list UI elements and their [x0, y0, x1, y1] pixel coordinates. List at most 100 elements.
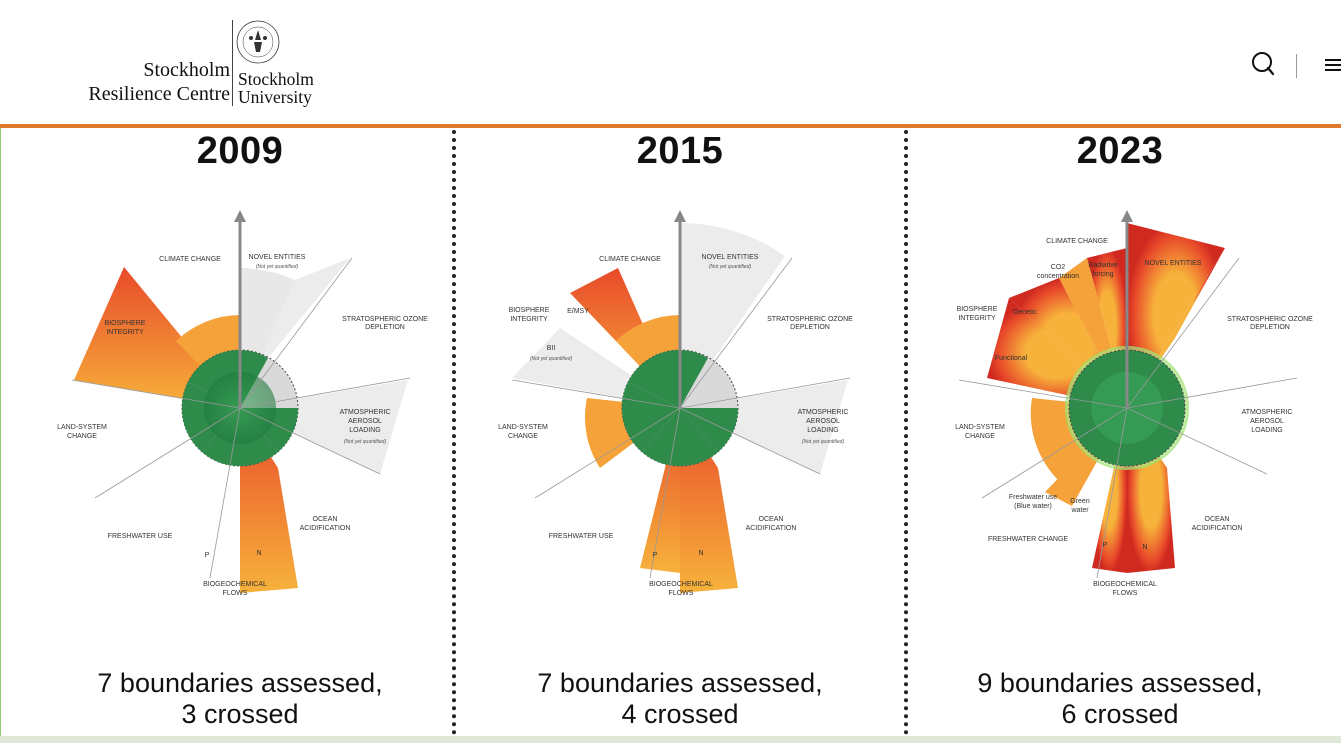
- label-ocean: OCEAN: [1205, 516, 1230, 523]
- caption-line1: 9 boundaries assessed,: [977, 668, 1263, 698]
- label-biosphere: BIOSPHERE: [509, 307, 550, 314]
- panel-2023: 2023: [905, 128, 1335, 740]
- panel-year: 2009: [196, 130, 284, 172]
- label-aerosol-3: LOADING: [349, 427, 381, 434]
- label-emsy: E/MSY: [567, 308, 589, 315]
- label-land-2: CHANGE: [67, 433, 97, 440]
- label-radiative-2: forcing: [1092, 271, 1113, 278]
- label-freshwater: FRESHWATER USE: [108, 533, 173, 540]
- caption-line2: 6 crossed: [1061, 699, 1179, 729]
- label-p: P: [653, 552, 658, 559]
- label-ozone-2: DEPLETION: [365, 324, 405, 331]
- label-novel-note: (Not yet quantified): [709, 264, 752, 270]
- label-functional: Functional: [995, 355, 1028, 362]
- label-aerosol: ATMOSPHERIC: [798, 409, 849, 416]
- label-greenwater-2: water: [1070, 507, 1089, 514]
- label-aerosol-3: LOADING: [807, 427, 839, 434]
- panel-caption: 7 boundaries assessed, 4 crossed: [465, 668, 895, 730]
- bottom-scroll-bar[interactable]: [0, 736, 1341, 743]
- label-greenwater: Green: [1070, 498, 1090, 505]
- label-climate: CLIMATE CHANGE: [159, 256, 221, 263]
- label-biosphere-2: INTEGRITY: [958, 315, 996, 322]
- boundaries-comparison: 2009: [0, 128, 1341, 740]
- university-name: Stockholm University: [238, 70, 314, 106]
- site-header: Stockholm Resilience Centre Stockholm Un…: [0, 0, 1341, 125]
- org-name-line2: Resilience Centre: [88, 83, 230, 105]
- caption-line2: 3 crossed: [181, 699, 299, 729]
- stockholm-resilience-logo[interactable]: Stockholm Resilience Centre Stockholm Un…: [58, 18, 338, 112]
- caption-line1: 7 boundaries assessed,: [537, 668, 823, 698]
- logo-divider: [232, 20, 233, 106]
- label-ozone: STRATOSPHERIC OZONE: [767, 316, 853, 323]
- label-biogeo: BIOGEOCHEMICAL: [1093, 581, 1157, 588]
- label-genetic: Genetic: [1013, 309, 1038, 316]
- boundary-diagram-2009: CLIMATE CHANGE NOVEL ENTITIES (Not yet q…: [57, 210, 428, 597]
- label-radiative: Radiative: [1088, 262, 1117, 269]
- label-n: N: [256, 550, 261, 557]
- header-accent-rule: [0, 124, 1341, 128]
- label-aerosol-3: LOADING: [1251, 427, 1283, 434]
- label-climate: CLIMATE CHANGE: [599, 256, 661, 263]
- label-land: LAND-SYSTEM: [955, 424, 1005, 431]
- label-bii-note: (Not yet quantified): [530, 356, 573, 362]
- label-biosphere: BIOSPHERE: [957, 306, 998, 313]
- label-ozone-2: DEPLETION: [1250, 324, 1290, 331]
- label-aerosol-2: AEROSOL: [1250, 418, 1284, 425]
- label-land-2: CHANGE: [965, 433, 995, 440]
- label-aerosol-note: (Not yet quantified): [802, 439, 845, 445]
- label-novel-note: (Not yet quantified): [256, 264, 299, 270]
- label-p: P: [205, 552, 210, 559]
- label-climate: CLIMATE CHANGE: [1046, 238, 1108, 245]
- caption-line2: 4 crossed: [621, 699, 739, 729]
- label-biosphere-2: INTEGRITY: [510, 316, 548, 323]
- label-novel: NOVEL ENTITIES: [249, 254, 306, 261]
- label-land: LAND-SYSTEM: [498, 424, 548, 431]
- label-biosphere: BIOSPHERE: [105, 320, 146, 327]
- label-bluewater: Freshwater use: [1009, 494, 1057, 501]
- label-biogeo-2: FLOWS: [1113, 590, 1138, 597]
- label-ozone: STRATOSPHERIC OZONE: [1227, 316, 1313, 323]
- label-freshwater: FRESHWATER USE: [549, 533, 614, 540]
- label-ozone-2: DEPLETION: [790, 324, 830, 331]
- label-co2: CO2: [1051, 264, 1066, 271]
- label-aerosol-2: AEROSOL: [348, 418, 382, 425]
- university-seal-icon: [236, 20, 280, 64]
- boundary-diagram-2023: CLIMATE CHANGE CO2 concentration Radiati…: [955, 210, 1313, 597]
- panel-caption: 7 boundaries assessed, 3 crossed: [25, 668, 455, 730]
- label-aerosol-note: (Not yet quantified): [344, 439, 387, 445]
- label-ocean: OCEAN: [759, 516, 784, 523]
- org-name: Stockholm Resilience Centre: [88, 58, 230, 106]
- label-biogeo-2: FLOWS: [223, 590, 248, 597]
- label-aerosol-2: AEROSOL: [806, 418, 840, 425]
- panel-2015: 2015: [465, 128, 895, 740]
- label-ocean: OCEAN: [313, 516, 338, 523]
- panel-year: 2023: [1076, 130, 1164, 172]
- label-ocean-2: ACIDIFICATION: [746, 525, 797, 532]
- label-ocean-2: ACIDIFICATION: [1192, 525, 1243, 532]
- label-ozone: STRATOSPHERIC OZONE: [342, 316, 428, 323]
- label-land-2: CHANGE: [508, 433, 538, 440]
- label-biosphere-2: INTEGRITY: [106, 329, 144, 336]
- org-name-line1: Stockholm: [143, 59, 230, 81]
- label-ocean-2: ACIDIFICATION: [300, 525, 351, 532]
- label-biogeo: BIOGEOCHEMICAL: [649, 581, 713, 588]
- dotted-divider: [904, 130, 908, 735]
- label-freshwater: FRESHWATER CHANGE: [988, 536, 1068, 543]
- caption-line1: 7 boundaries assessed,: [97, 668, 383, 698]
- label-n: N: [698, 550, 703, 557]
- search-icon[interactable]: [1249, 50, 1277, 78]
- menu-icon[interactable]: [1325, 56, 1341, 74]
- university-name-line1: Stockholm: [238, 69, 314, 89]
- panel-year: 2015: [636, 130, 724, 172]
- label-p: P: [1103, 542, 1108, 549]
- label-land: LAND-SYSTEM: [57, 424, 107, 431]
- label-novel: NOVEL ENTITIES: [702, 254, 759, 261]
- university-name-line2: University: [238, 87, 312, 107]
- tools-divider: [1296, 54, 1297, 78]
- header-tools: [1241, 44, 1341, 84]
- label-n: N: [1142, 544, 1147, 551]
- boundary-diagram-2015: CLIMATE CHANGE NOVEL ENTITIES (Not yet q…: [498, 210, 853, 597]
- label-co2-2: concentration: [1037, 273, 1079, 280]
- label-bluewater-2: (Blue water): [1014, 503, 1052, 510]
- label-bii: BII: [547, 345, 556, 352]
